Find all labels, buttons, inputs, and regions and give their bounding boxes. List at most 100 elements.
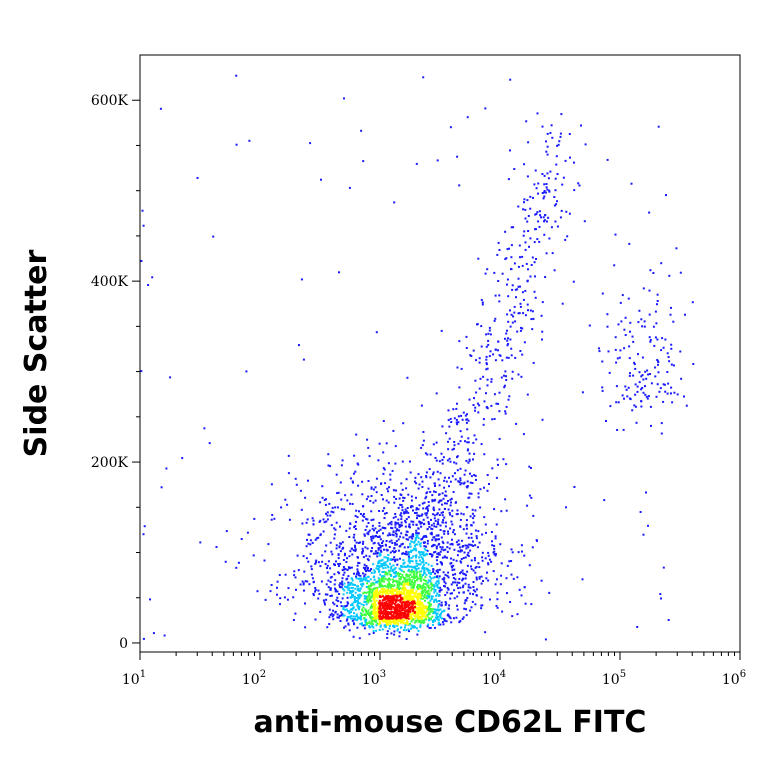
data-point bbox=[329, 465, 332, 468]
data-point bbox=[390, 539, 393, 542]
data-point bbox=[403, 629, 405, 632]
data-point bbox=[353, 539, 356, 542]
data-point bbox=[408, 558, 411, 561]
data-point bbox=[413, 583, 416, 586]
data-point bbox=[353, 454, 356, 457]
data-point bbox=[307, 479, 309, 482]
data-point bbox=[660, 422, 663, 425]
data-point bbox=[369, 616, 372, 619]
data-point bbox=[328, 502, 331, 505]
data-point bbox=[495, 604, 498, 607]
data-point bbox=[421, 538, 424, 541]
data-point bbox=[615, 401, 618, 404]
data-point bbox=[326, 564, 329, 567]
data-point bbox=[494, 317, 497, 320]
data-point bbox=[445, 602, 448, 605]
data-point bbox=[500, 562, 503, 565]
data-point bbox=[467, 583, 470, 586]
data-point bbox=[366, 610, 369, 613]
data-point bbox=[374, 606, 377, 609]
data-point bbox=[511, 377, 514, 380]
data-point bbox=[536, 112, 539, 115]
data-point bbox=[359, 541, 362, 544]
data-point bbox=[562, 176, 565, 179]
data-point bbox=[514, 320, 517, 323]
data-point bbox=[327, 464, 330, 467]
data-point bbox=[450, 565, 453, 568]
data-point bbox=[385, 512, 388, 514]
data-point bbox=[253, 517, 256, 520]
data-point bbox=[420, 514, 423, 517]
data-point bbox=[640, 388, 643, 391]
data-point bbox=[365, 554, 368, 557]
data-point bbox=[410, 624, 413, 627]
data-point bbox=[430, 617, 432, 620]
data-point bbox=[393, 633, 396, 636]
data-point bbox=[381, 593, 384, 596]
data-point bbox=[381, 619, 384, 622]
data-point bbox=[472, 544, 475, 547]
data-point bbox=[310, 573, 313, 576]
data-point bbox=[486, 367, 489, 370]
data-point bbox=[393, 618, 396, 620]
data-point bbox=[494, 294, 497, 297]
data-point bbox=[387, 623, 390, 626]
data-point bbox=[400, 616, 403, 619]
data-point bbox=[409, 506, 412, 509]
data-point bbox=[447, 448, 450, 451]
data-point bbox=[462, 513, 465, 516]
data-point bbox=[411, 598, 414, 601]
data-point bbox=[294, 576, 297, 579]
data-point bbox=[390, 597, 393, 600]
data-point bbox=[392, 531, 395, 533]
data-point bbox=[493, 547, 496, 550]
data-point bbox=[393, 547, 396, 550]
data-point bbox=[442, 610, 445, 613]
data-point bbox=[533, 290, 536, 293]
data-point bbox=[435, 547, 438, 550]
data-point bbox=[390, 583, 393, 586]
data-point bbox=[336, 492, 339, 495]
data-point bbox=[372, 616, 374, 619]
data-point bbox=[569, 156, 571, 159]
data-point bbox=[433, 544, 436, 547]
data-point bbox=[449, 480, 452, 483]
data-point bbox=[309, 142, 312, 145]
data-point bbox=[364, 613, 367, 616]
data-point bbox=[663, 383, 666, 386]
data-point bbox=[667, 382, 670, 385]
data-point bbox=[320, 580, 323, 583]
data-point bbox=[537, 220, 540, 223]
data-point bbox=[452, 573, 455, 576]
data-point bbox=[419, 596, 422, 599]
data-point bbox=[434, 610, 437, 613]
data-point bbox=[483, 400, 486, 403]
data-point bbox=[521, 353, 524, 356]
data-point bbox=[328, 616, 331, 619]
data-point bbox=[387, 593, 390, 596]
data-point bbox=[427, 522, 430, 525]
data-point bbox=[380, 580, 383, 583]
data-point bbox=[424, 541, 426, 544]
data-point bbox=[623, 328, 626, 331]
data-point bbox=[507, 295, 510, 298]
data-point bbox=[400, 582, 403, 585]
data-point bbox=[394, 575, 397, 578]
data-point bbox=[399, 599, 402, 602]
data-point bbox=[466, 544, 469, 547]
data-point bbox=[416, 517, 418, 520]
data-point bbox=[422, 559, 425, 562]
data-point bbox=[366, 591, 369, 594]
data-point bbox=[386, 603, 389, 605]
data-point bbox=[403, 604, 406, 607]
data-point bbox=[489, 598, 491, 601]
data-point bbox=[548, 189, 551, 192]
data-point bbox=[436, 563, 439, 566]
data-point bbox=[628, 345, 631, 348]
data-point bbox=[420, 521, 423, 524]
data-point bbox=[601, 389, 604, 392]
data-point bbox=[298, 344, 300, 347]
data-point bbox=[426, 615, 429, 618]
data-point bbox=[400, 532, 403, 535]
data-point bbox=[410, 586, 413, 589]
